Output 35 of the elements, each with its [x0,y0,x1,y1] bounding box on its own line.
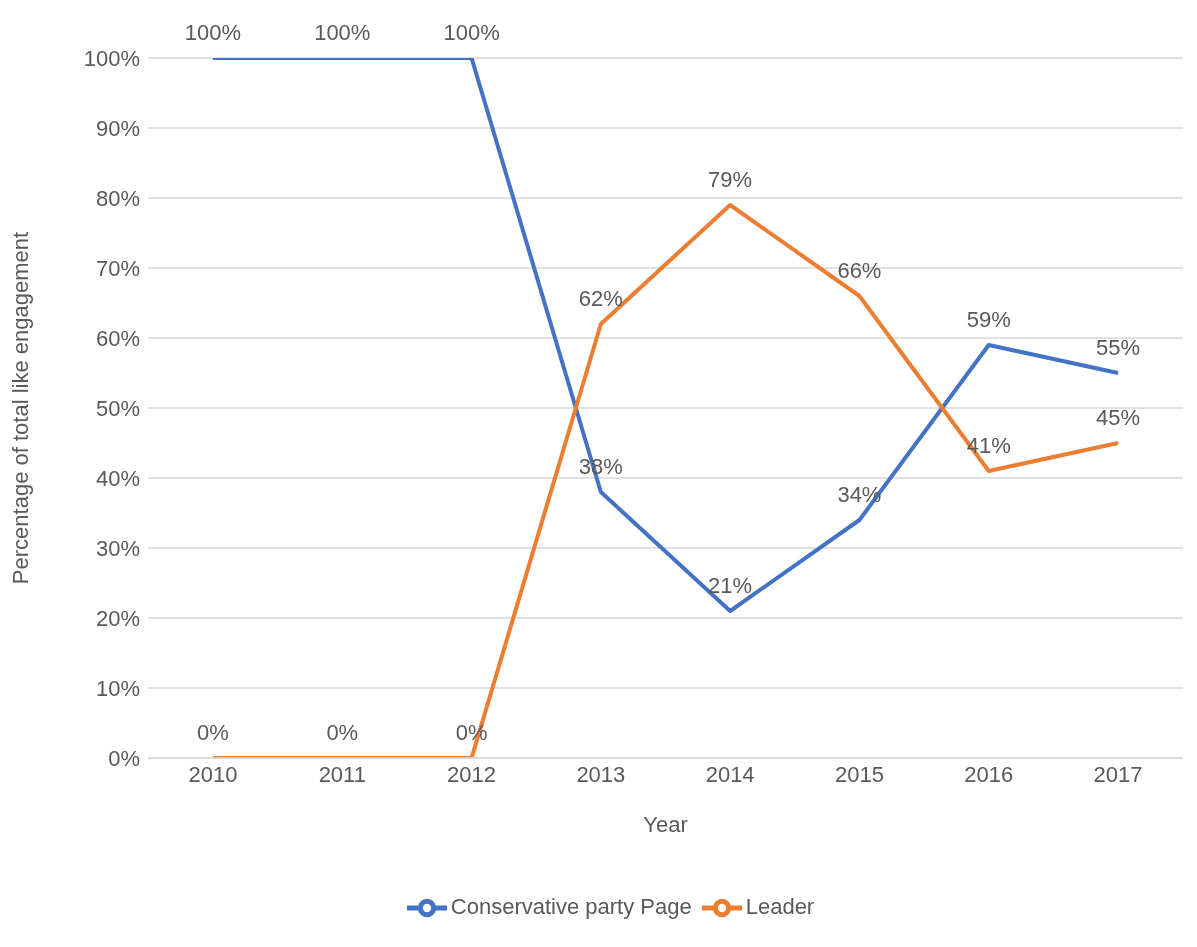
data-label: 62% [578,286,623,311]
data-label: 0% [326,720,359,745]
x-tick-label: 2013 [576,761,626,787]
data-label: 55% [1095,335,1141,360]
y-tick-label: 0% [108,745,140,771]
y-tick-label: 90% [95,115,140,141]
data-label: 79% [708,167,753,192]
y-tick-label: 40% [95,465,140,491]
x-tick-label: 2015 [834,761,884,787]
legend-label: Conservative party Page [450,893,692,919]
data-label: 66% [837,258,882,283]
data-label: 21% [708,573,753,598]
data-label: 100% [443,20,500,45]
data-label: 59% [966,307,1011,332]
x-tick-label: 2012 [447,761,497,787]
data-label: 45% [1095,405,1141,430]
x-tick-label: 2016 [964,761,1014,787]
y-axis-title: Percentage of total like engagement [7,231,33,585]
legend-label: Leader [745,893,815,919]
x-tick-label: 2011 [318,761,366,787]
y-tick-label: 30% [95,535,140,561]
data-label: 100% [184,20,242,45]
y-tick-label: 70% [95,255,140,281]
y-tick-label: 20% [95,605,140,631]
y-tick-label: 10% [95,675,140,701]
y-tick-label: 60% [95,325,140,351]
data-label: 0% [197,720,229,745]
x-tick-label: 2010 [188,761,238,787]
data-label: 100% [314,20,371,45]
y-tick-label: 50% [95,395,140,421]
x-axis-title: Year [643,811,688,837]
y-tick-label: 80% [95,185,140,211]
x-tick-label: 2017 [1093,761,1143,787]
y-tick-label: 100% [83,45,140,71]
x-tick-label: 2014 [705,761,755,787]
